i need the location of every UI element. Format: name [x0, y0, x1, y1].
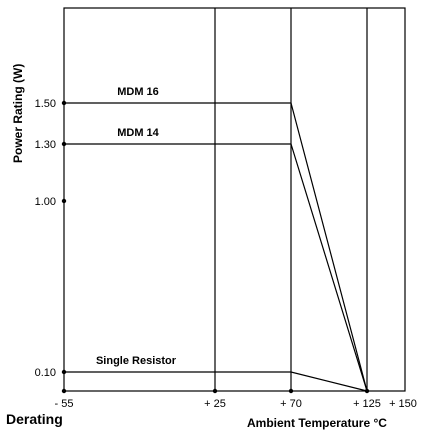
y-tick-marker	[61, 198, 67, 204]
x-tick-marker	[288, 388, 294, 394]
chart-title: Derating	[6, 411, 63, 427]
series-line-1	[64, 143, 368, 392]
y-tick-marker	[61, 100, 67, 106]
y-axis-title: Power Rating (W)	[11, 64, 25, 163]
grid-lines	[214, 8, 368, 391]
x-tick-marker	[212, 388, 218, 394]
markers	[61, 100, 370, 394]
y-tick-marker	[61, 141, 67, 147]
series-label: MDM 14	[117, 127, 159, 139]
y-tick-marker	[61, 369, 67, 375]
y-tick-label: 1.30	[35, 139, 56, 151]
x-tick-marker	[61, 388, 67, 394]
y-tick-label: 0.10	[35, 367, 56, 379]
series-line-0	[64, 102, 368, 392]
series-label: MDM 16	[117, 86, 159, 98]
series-line-2	[64, 371, 368, 392]
series-label: Single Resistor	[96, 355, 177, 367]
x-tick-label: - 55	[55, 398, 74, 410]
x-tick-label: + 150	[389, 398, 417, 410]
x-tick-label: + 125	[353, 398, 381, 410]
y-tick-labels: 0.10 1.00 1.30 1.50	[35, 98, 56, 379]
x-tick-marker	[364, 388, 370, 394]
x-tick-labels: - 55 + 25 + 70 + 125 + 150	[55, 398, 417, 410]
y-tick-label: 1.50	[35, 98, 56, 110]
x-tick-label: + 70	[280, 398, 302, 410]
x-axis-title: Ambient Temperature °C	[247, 416, 387, 430]
series-labels: MDM 16 MDM 14 Single Resistor	[96, 86, 177, 367]
series-lines	[64, 102, 368, 392]
y-tick-label: 1.00	[35, 196, 56, 208]
x-tick-label: + 25	[204, 398, 226, 410]
plot-frame	[63, 7, 406, 392]
